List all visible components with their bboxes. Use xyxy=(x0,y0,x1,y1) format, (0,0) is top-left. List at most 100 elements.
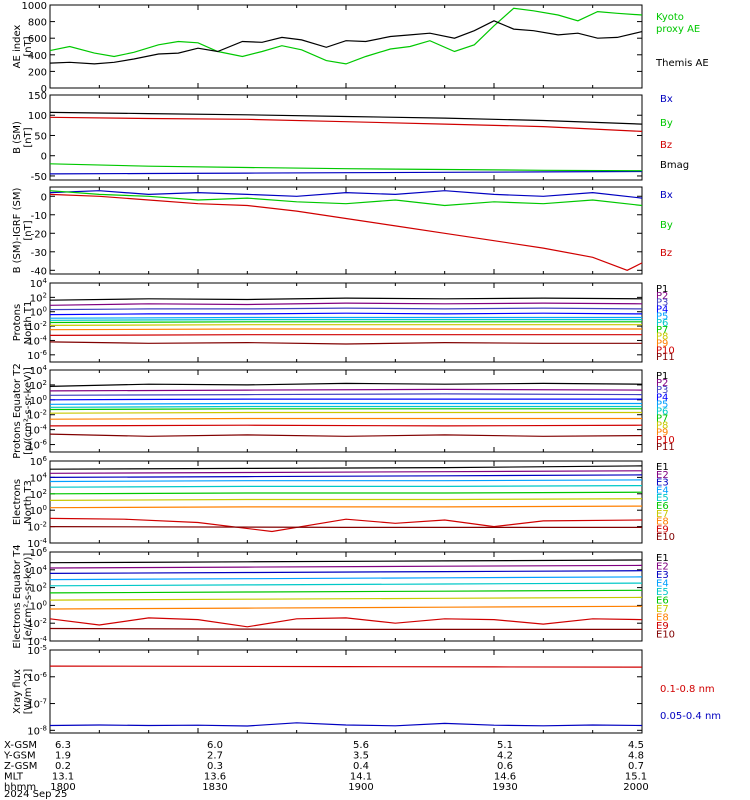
series-line-p4 xyxy=(49,312,643,316)
series-line-e4 xyxy=(49,479,643,483)
series-line-p2 xyxy=(49,302,643,306)
series-line-p5 xyxy=(49,402,642,405)
ephemeris-value: 14.6 xyxy=(494,772,516,783)
y-axis-label: B (SM)-IGRF (SM) xyxy=(12,188,23,274)
legend-entry: P9 xyxy=(656,428,668,439)
y-axis-label: Electrons Equator T4 xyxy=(12,544,23,648)
series-line-e9 xyxy=(49,517,643,533)
legend-entry: E7 xyxy=(656,604,669,615)
legend-entry: E10 xyxy=(656,532,675,543)
series-line-p6 xyxy=(49,405,642,408)
series-line-p8 xyxy=(49,324,642,326)
series-line-kyoto-proxy-ae xyxy=(49,7,643,65)
series-line-p10 xyxy=(49,424,643,427)
legend-entry: P8 xyxy=(656,332,668,343)
ephemeris-label: MLT xyxy=(4,772,24,783)
series-line-e10 xyxy=(49,525,642,529)
series-line-p1 xyxy=(49,297,643,301)
series-line-p3 xyxy=(49,393,643,396)
ephemeris-value: 5.1 xyxy=(497,740,513,751)
legend-entry: E9 xyxy=(656,524,669,535)
series-line-bx xyxy=(49,170,643,175)
legend-entry: P10 xyxy=(656,345,675,356)
series-line-p7 xyxy=(49,321,642,324)
series-line-e5 xyxy=(49,485,643,488)
legend-entry: E3 xyxy=(656,478,669,489)
series-line-by xyxy=(49,190,643,207)
y-tick-label: 600 xyxy=(28,34,47,45)
ephemeris-label: hhmm xyxy=(4,782,36,793)
series-line-p11 xyxy=(49,433,643,437)
ephemeris-value: 0.6 xyxy=(497,761,513,772)
ephemeris-value: 1930 xyxy=(492,782,517,793)
legend-entry: E8 xyxy=(656,517,669,528)
y-tick-label: 1000 xyxy=(22,1,47,12)
y-tick-label: -10 xyxy=(31,211,47,222)
date-label: 2024 Sep 25 xyxy=(4,789,67,800)
panel-frame xyxy=(49,4,643,89)
y-axis-label: North T1 xyxy=(23,301,34,345)
ephemeris-label: X-GSM xyxy=(4,740,37,751)
legend-entry: Kyoto xyxy=(656,12,684,23)
series-line-themis-ae xyxy=(49,20,643,65)
legend-entry: Bmag xyxy=(660,160,689,171)
series-line-by xyxy=(49,163,643,172)
ephemeris-value: 0.3 xyxy=(207,761,223,772)
legend-entry: P5 xyxy=(656,311,668,322)
legend-entry: P4 xyxy=(656,392,668,403)
legend-entry: Themis AE xyxy=(655,58,709,69)
series-line-e3 xyxy=(49,474,643,478)
y-tick-label: 400 xyxy=(28,51,47,62)
series-line-e3 xyxy=(49,570,643,575)
series-line-p6 xyxy=(49,319,642,321)
legend-entry: P11 xyxy=(656,352,675,363)
ephemeris-label: Y-GSM xyxy=(3,751,36,762)
series-line-e4 xyxy=(49,576,643,581)
legend-entry: P11 xyxy=(656,442,675,453)
series-line-e9 xyxy=(49,617,643,628)
y-tick-label: 0 xyxy=(41,152,47,163)
series-line-p9 xyxy=(49,328,642,331)
series-line-e7 xyxy=(49,498,643,501)
series-line-e2 xyxy=(49,564,643,569)
series-line-bx xyxy=(49,190,643,199)
ephemeris-value: 14.1 xyxy=(350,772,372,783)
series-line-p3 xyxy=(49,307,643,311)
y-axis-label: [W/m^2] xyxy=(23,669,34,715)
series-line-e8 xyxy=(49,505,643,509)
ephemeris-value: 13.1 xyxy=(52,772,74,783)
y-tick-label: -30 xyxy=(31,248,47,259)
ephemeris-value: 2000 xyxy=(623,782,648,793)
series-line-bmag xyxy=(49,111,643,125)
series-line-p9 xyxy=(49,417,642,420)
ephemeris-value: 0.7 xyxy=(628,761,644,772)
legend-entry: Bx xyxy=(660,190,673,201)
legend-entry: P6 xyxy=(656,318,668,329)
ephemeris-value: 4.5 xyxy=(628,740,644,751)
legend-entry: proxy AE xyxy=(656,24,700,35)
legend-entry: E9 xyxy=(656,621,669,632)
legend-entry: E4 xyxy=(656,485,669,496)
panel-2: -50 0 50 100 150 B (SM) [nT] Bx By Bz Bmag xyxy=(12,91,689,183)
series-line-e6 xyxy=(49,491,643,495)
series-line-0-1-0-8-nm xyxy=(49,665,643,668)
y-axis-label: [nT] xyxy=(23,36,34,56)
series-line-p11 xyxy=(49,341,642,345)
legend-entry: P1 xyxy=(656,371,668,382)
y-tick-label: 0 xyxy=(41,192,47,203)
legend-entry: E4 xyxy=(656,579,669,590)
panel-frame xyxy=(49,369,643,453)
ephemeris-value: 15.1 xyxy=(625,772,647,783)
legend-entry: E7 xyxy=(656,509,669,520)
legend-entry: P2 xyxy=(656,378,668,389)
legend-entry: E5 xyxy=(656,493,669,504)
panel-3: -40 -30 -20 -10 0 B (SM)-IGRF (SM) [nT] Bx By Bz xyxy=(12,186,673,277)
y-axis-label: [e/(cm²-s-sr-keV)] xyxy=(23,553,34,641)
series-line-e1 xyxy=(49,465,643,470)
legend-entry: By xyxy=(660,118,673,129)
ephemeris-value: 1830 xyxy=(202,782,227,793)
y-tick-label: 150 xyxy=(28,91,47,102)
